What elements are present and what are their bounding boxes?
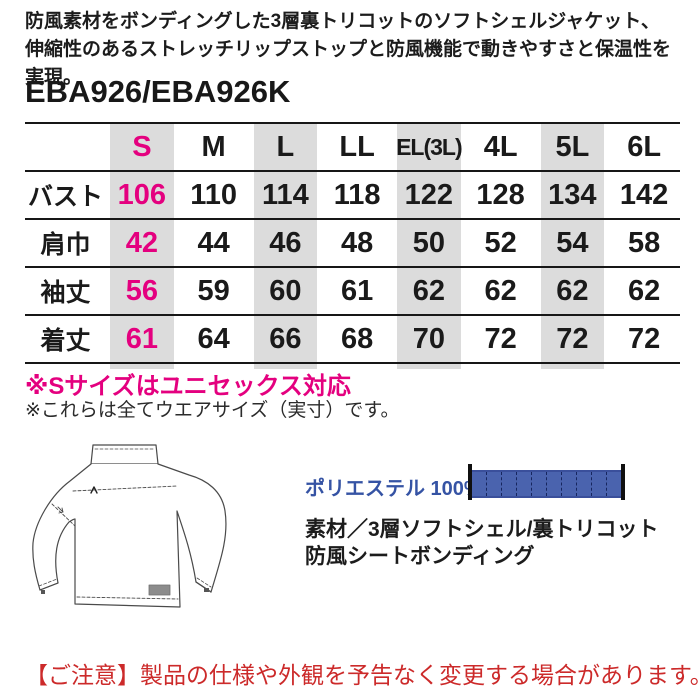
measurement-value: 60: [249, 268, 322, 316]
jacket-label-patch: [148, 584, 171, 596]
shaded-column-band: [540, 123, 605, 369]
material-description: 素材／3層ソフトシェル/裏トリコット 防風シートボンディング: [305, 516, 685, 570]
measurement-value: 114: [249, 172, 322, 220]
measurement-value: 72: [536, 316, 609, 364]
measurement-value: 54: [536, 220, 609, 268]
composition-bar-right-cap: [621, 464, 625, 500]
material-description-line2: 防風シートボンディング: [305, 545, 535, 568]
measurement-value: 72: [608, 316, 680, 364]
measurement-value: 62: [464, 268, 537, 316]
measurement-value: 62: [608, 268, 680, 316]
composition-bar-segment: [472, 472, 487, 496]
size-measurement-note: ※これらは全てウエアサイズ（実寸）です。: [25, 400, 400, 421]
size-table-corner-cell: [25, 124, 106, 172]
size-column-header-M: M: [177, 124, 250, 172]
measurement-row-label: 袖丈: [25, 268, 106, 316]
composition-bar-segment: [577, 472, 592, 496]
composition-bar-segment: [487, 472, 502, 496]
measurement-value: 61: [106, 316, 178, 364]
measurement-value: 62: [393, 268, 465, 316]
composition-bar-segment: [502, 472, 517, 496]
measurement-value: 106: [106, 172, 178, 220]
composition-bar-segment: [607, 472, 621, 496]
measurement-value: 62: [536, 268, 609, 316]
measurement-value: 128: [464, 172, 537, 220]
size-column-header-LL: LL: [321, 124, 393, 172]
measurement-value: 142: [608, 172, 680, 220]
shaded-column-band: [397, 123, 461, 369]
composition-bar-segment: [532, 472, 547, 496]
size-column-header-4L: 4L: [464, 124, 537, 172]
measurement-value: 42: [106, 220, 178, 268]
material-description-line1: 素材／3層ソフトシェル/裏トリコット: [305, 518, 659, 541]
measurement-value: 61: [321, 268, 393, 316]
shaded-column-band: [253, 123, 318, 369]
product-code: EBA926/EBA926K: [25, 74, 291, 109]
composition-label: ポリエステル 100%: [305, 478, 482, 500]
measurement-value: 68: [321, 316, 393, 364]
product-description: 防風素材をボンディングした3層裏トリコットのソフトシェルジャケット、 伸縮性のあ…: [25, 8, 685, 92]
measurement-value: 46: [249, 220, 322, 268]
size-column-header-EL(3L): EL(3L): [393, 124, 465, 172]
measurement-value: 56: [106, 268, 178, 316]
composition-bar-fill: [472, 470, 621, 498]
material-section: ポリエステル 100% 素材／3層ソフトシェル/裏トリコット 防風シートボンディ…: [305, 462, 685, 570]
measurement-value: 72: [464, 316, 537, 364]
product-description-line2: 伸縮性のあるストレッチリップストップと防風機能で動きやすさと保温性を実現。: [25, 39, 672, 88]
measurement-value: 110: [177, 172, 250, 220]
size-table-grid: S M L LL EL(3L) 4L 5L 6L バスト 106 110 114 118 122 128 13…: [25, 122, 680, 364]
size-column-header-L: L: [249, 124, 322, 172]
measurement-value: 70: [393, 316, 465, 364]
measurement-value: 59: [177, 268, 250, 316]
measurement-row-label: バスト: [25, 172, 106, 220]
measurement-value: 50: [393, 220, 465, 268]
composition-row: ポリエステル 100%: [305, 462, 685, 506]
product-description-line1: 防風素材をボンディングした3層裏トリコットのソフトシェルジャケット、: [25, 11, 660, 32]
size-column-header-S: S: [106, 124, 178, 172]
composition-bar-segment: [562, 472, 577, 496]
size-column-header-5L: 5L: [536, 124, 609, 172]
measurement-value: 134: [536, 172, 609, 220]
measurement-value: 52: [464, 220, 537, 268]
composition-bar-segment: [592, 472, 607, 496]
size-column-header-6L: 6L: [608, 124, 680, 172]
caution-note: 【ご注意】製品の仕様や外観を予告なく変更する場合があります。: [25, 662, 700, 688]
composition-bar: [468, 462, 625, 502]
unisex-note: ※Sサイズはユニセックス対応: [25, 373, 351, 400]
measurement-value: 122: [393, 172, 465, 220]
measurement-row-label: 着丈: [25, 316, 106, 364]
size-table: S M L LL EL(3L) 4L 5L 6L バスト 106 110 114 118 122 128 13…: [25, 122, 680, 369]
measurement-value: 44: [177, 220, 250, 268]
measurement-value: 48: [321, 220, 393, 268]
composition-bar-left-cap: [468, 464, 472, 500]
measurement-value: 118: [321, 172, 393, 220]
measurement-row-label: 肩巾: [25, 220, 106, 268]
composition-bar-segment: [517, 472, 532, 496]
composition-bar-segment: [547, 472, 562, 496]
measurement-value: 64: [177, 316, 250, 364]
shaded-column-band: [110, 123, 174, 369]
size-table-shaded-columns: [25, 123, 680, 369]
jacket-back-view-illustration: [32, 444, 227, 608]
measurement-value: 58: [608, 220, 680, 268]
measurement-value: 66: [249, 316, 322, 364]
